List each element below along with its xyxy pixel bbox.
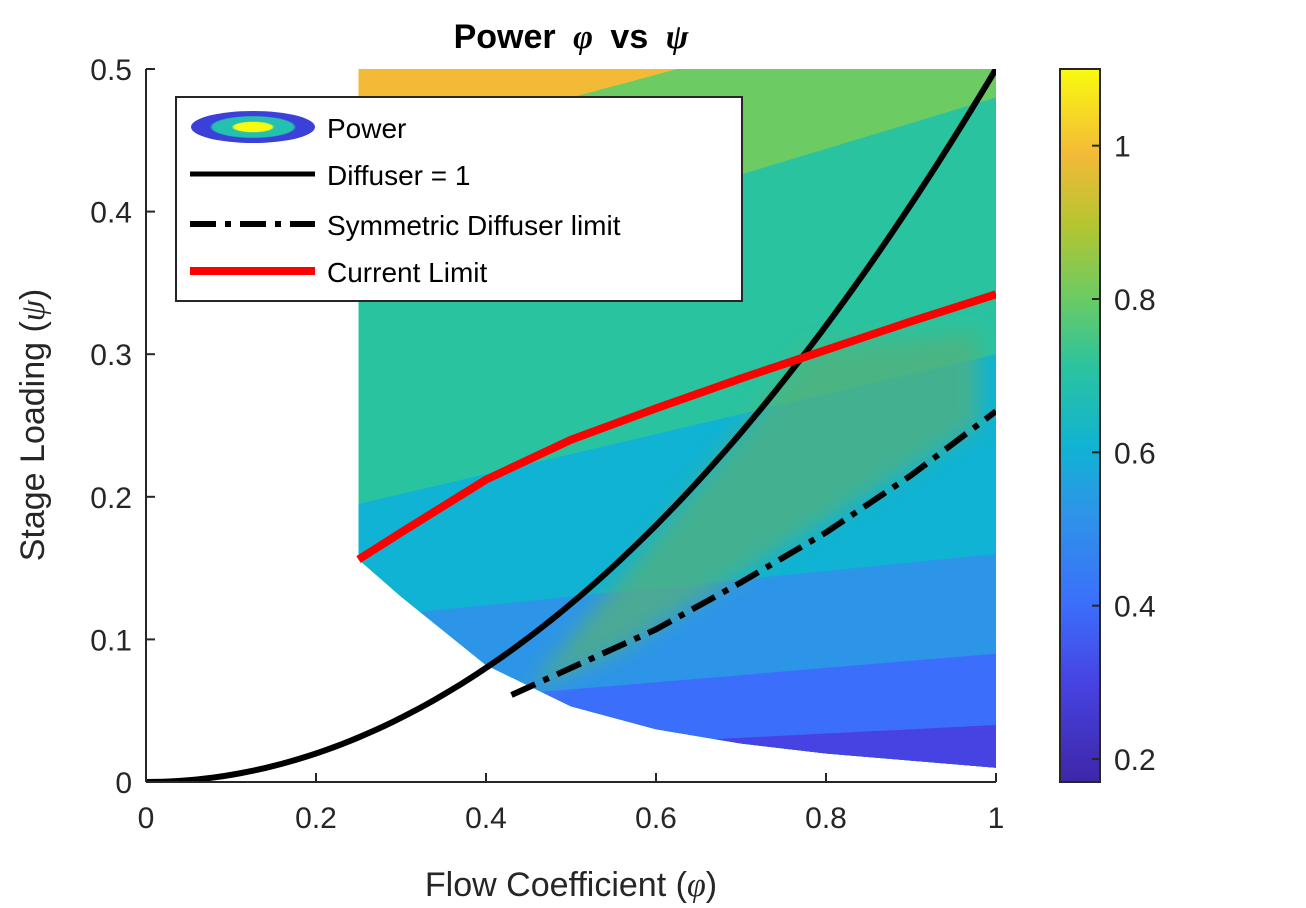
colorbar-ticks: 0.2 0.4 0.6 0.8 1	[1092, 131, 1156, 777]
legend-label-symmetric-diffuser: Symmetric Diffuser limit	[327, 210, 621, 241]
colorbar-tick-label: 1	[1114, 131, 1131, 164]
x-tick-label: 0	[138, 802, 155, 835]
legend-item-power: Power	[191, 111, 406, 144]
legend-label-current-limit: Current Limit	[327, 257, 487, 288]
contour-band	[358, 724, 996, 768]
series-line-current-limit	[356, 290, 996, 563]
x-ticks: 0 0.2 0.4 0.6 0.8 1	[138, 773, 1005, 835]
y-tick-label: 0.3	[90, 339, 132, 372]
x-tick-label: 0.6	[635, 802, 677, 835]
legend-label-diffuser: Diffuser = 1	[327, 160, 470, 191]
legend-swatch-contour-icon	[191, 111, 315, 143]
x-tick-label: 0.8	[805, 802, 847, 835]
colorbar-tick-label: 0.2	[1114, 744, 1156, 777]
colorbar-tick-label: 0.6	[1114, 437, 1156, 470]
y-tick-label: 0.4	[90, 197, 132, 230]
colorbar-tick-label: 0.8	[1114, 284, 1156, 317]
series-line-symmetric-diffuser-limit	[510, 408, 996, 698]
legend-label-power: Power	[327, 113, 406, 144]
legend: Power Diffuser = 1 Symmetric Diffuser li…	[175, 96, 743, 302]
x-tick-label: 1	[988, 802, 1005, 835]
colorbar-gradient	[1059, 68, 1101, 783]
colorbar-tick-label: 0.4	[1114, 591, 1156, 624]
x-tick-label: 0.2	[295, 802, 337, 835]
legend-item-current-limit: Current Limit	[190, 257, 487, 288]
x-tick-label: 0.4	[465, 802, 507, 835]
highlight-region	[528, 332, 979, 690]
legend-item-diffuser: Diffuser = 1	[190, 160, 470, 191]
y-tick-label: 0.5	[90, 54, 132, 87]
chart-title: Power φ vs ψ	[454, 18, 689, 56]
colorbar: 0.2 0.4 0.6 0.8 1	[1059, 68, 1156, 783]
x-axis-label: Flow Coefficient (φ)	[425, 866, 717, 904]
y-axis-label: Stage Loading (ψ)	[14, 289, 52, 562]
legend-item-symmetric-diffuser: Symmetric Diffuser limit	[190, 210, 621, 241]
y-tick-label: 0.2	[90, 482, 132, 515]
series-line-diffuser-1	[146, 69, 996, 782]
axes: 0 0.2 0.4 0.6 0.8 1 0 0.1 0.2 0.3 0.4 0.5	[90, 54, 1004, 835]
y-ticks: 0 0.1 0.2 0.3 0.4 0.5	[90, 54, 155, 800]
y-tick-label: 0.1	[90, 624, 132, 657]
y-tick-label: 0	[115, 767, 132, 800]
series-lines	[146, 69, 996, 782]
plot-area	[146, 69, 996, 782]
